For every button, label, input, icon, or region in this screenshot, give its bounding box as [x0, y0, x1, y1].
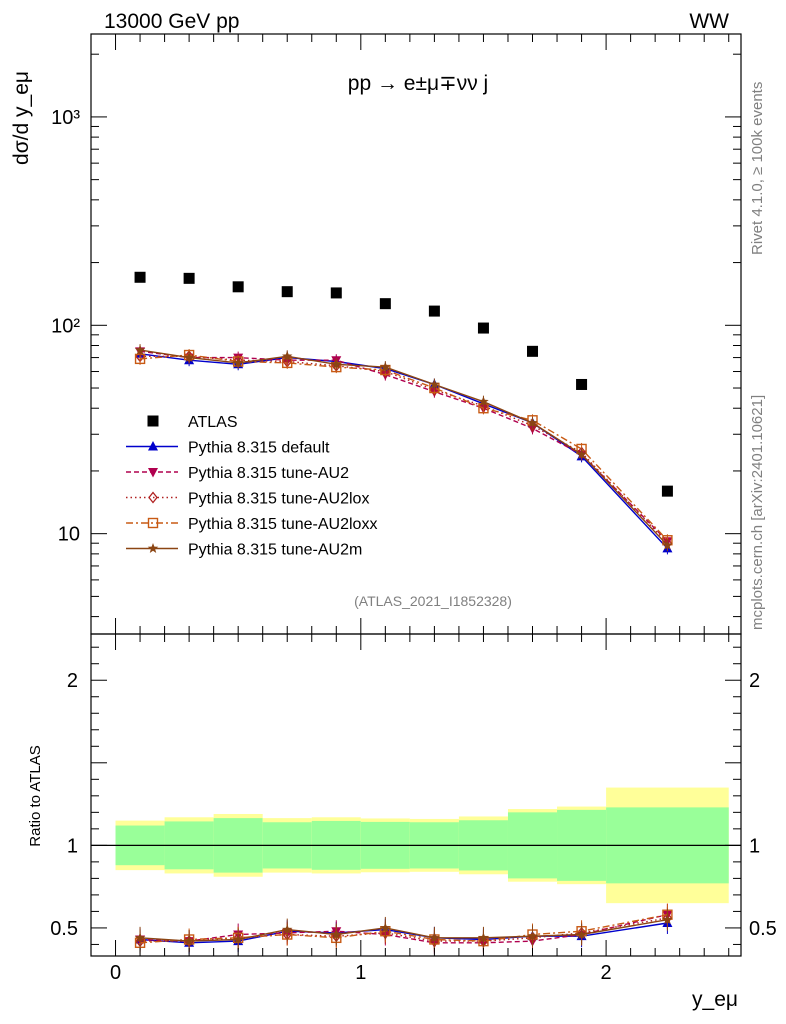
ratio-y-tick-label: 2 [67, 670, 78, 692]
legend-marker [148, 468, 158, 478]
data-point [576, 448, 587, 459]
legend: ATLAS Pythia 8.315 default Pythia 8.315 tu… [126, 414, 377, 559]
series-atlas [134, 271, 673, 497]
data-point [527, 417, 538, 428]
data-point [477, 322, 489, 334]
legend-entry: Pythia 8.315 tune-AU2m [126, 542, 362, 559]
data-point [282, 350, 293, 361]
legend-label: Pythia 8.315 tune-AU2loxx [188, 516, 377, 533]
y-tick-label: 10³ [51, 107, 80, 129]
ratio-line [140, 914, 668, 944]
ratio-point [183, 935, 195, 946]
main-y-axis-label: dσ/d y_eμ [10, 71, 33, 165]
legend-entry: Pythia 8.315 tune-AU2loxx [126, 516, 377, 533]
x-tick-label: 2 [601, 962, 612, 984]
legend-marker [147, 517, 159, 529]
legend-entry: Pythia 8.315 default [126, 440, 330, 457]
ratio-point [527, 930, 538, 941]
ratio-panel: 0 1 2 0.5 0.5 1 1 2 2 [50, 34, 777, 984]
rivet-label: Rivet 4.1.0, ≥ 100k events [749, 82, 766, 255]
data-point [232, 281, 244, 293]
data-point [183, 352, 195, 363]
y-tick-label: 10 [58, 524, 80, 546]
data-point [428, 305, 440, 317]
data-point [661, 485, 673, 497]
legend-marker [148, 441, 158, 451]
data-point [527, 345, 539, 357]
legend-label: Pythia 8.315 default [188, 440, 330, 457]
legend-entry: ATLAS [147, 414, 238, 431]
data-point [330, 287, 342, 299]
legend-label: Pythia 8.315 tune-AU2lox [188, 491, 369, 508]
legend-entry: Pythia 8.315 tune-AU2 [126, 465, 349, 482]
y-tick-label: 10² [51, 315, 80, 337]
process-formula: pp → e±μ∓νν j [348, 72, 488, 95]
ratio-y-axis-label: Ratio to ATLAS [27, 745, 44, 846]
x-axis-label: y_eμ [692, 988, 738, 1011]
legend-label: Pythia 8.315 tune-AU2 [188, 465, 349, 482]
mcplots-label: mcplots.cern.ch [arXiv:2401.10621] [749, 395, 766, 630]
legend-label: ATLAS [188, 414, 238, 431]
x-tick-label: 1 [355, 962, 366, 984]
data-point [379, 298, 391, 310]
ratio-y-tick-label-right: 0.5 [749, 918, 777, 940]
ratio-point [331, 929, 342, 939]
analysis-id: (ATLAS_2021_I1852328) [354, 593, 512, 609]
legend-label: Pythia 8.315 tune-AU2m [188, 542, 362, 559]
ratio-point [134, 932, 146, 943]
data-point [232, 357, 244, 368]
ratio-y-tick-label-right: 2 [749, 670, 760, 692]
data-point [662, 539, 673, 550]
ratio-y-tick-label: 0.5 [50, 918, 78, 940]
data-point [281, 286, 293, 298]
data-point [478, 396, 489, 407]
legend-entry: Pythia 8.315 tune-AU2lox [126, 491, 369, 508]
energy-label: 13000 GeV pp [104, 10, 239, 33]
ratio-series-pythia-8-315-tune-au2m [134, 908, 673, 953]
ratio-point [662, 914, 673, 925]
series-line [140, 350, 668, 542]
data-point [576, 378, 588, 390]
legend-marker [147, 543, 159, 553]
series-pythia-8-315-tune-au2m [134, 344, 673, 552]
ratio-line [140, 914, 668, 944]
ratio-frame [90, 633, 742, 957]
legend-marker [147, 415, 159, 427]
data-point [183, 272, 195, 284]
data-point [134, 344, 146, 355]
ratio-point [478, 932, 489, 943]
main-panel: 10 10² 10³ [51, 33, 742, 635]
ratio-point [380, 922, 391, 933]
ratio-point [576, 929, 587, 939]
ratio-y-tick-label: 1 [67, 835, 78, 857]
process-tag: WW [689, 10, 729, 33]
ratio-point [282, 924, 293, 935]
legend-marker [148, 491, 158, 504]
ratio-y-tick-label-right: 1 [749, 835, 760, 857]
ratio-point [429, 932, 440, 943]
data-point [380, 361, 391, 372]
data-point [331, 358, 342, 369]
series-line [140, 355, 668, 544]
data-point [134, 271, 146, 283]
ratio-point [232, 933, 244, 944]
ratio-series-pythia-8-315-tune-au2loxx [134, 903, 673, 954]
x-tick-label: 0 [110, 962, 121, 984]
data-point [429, 378, 440, 389]
